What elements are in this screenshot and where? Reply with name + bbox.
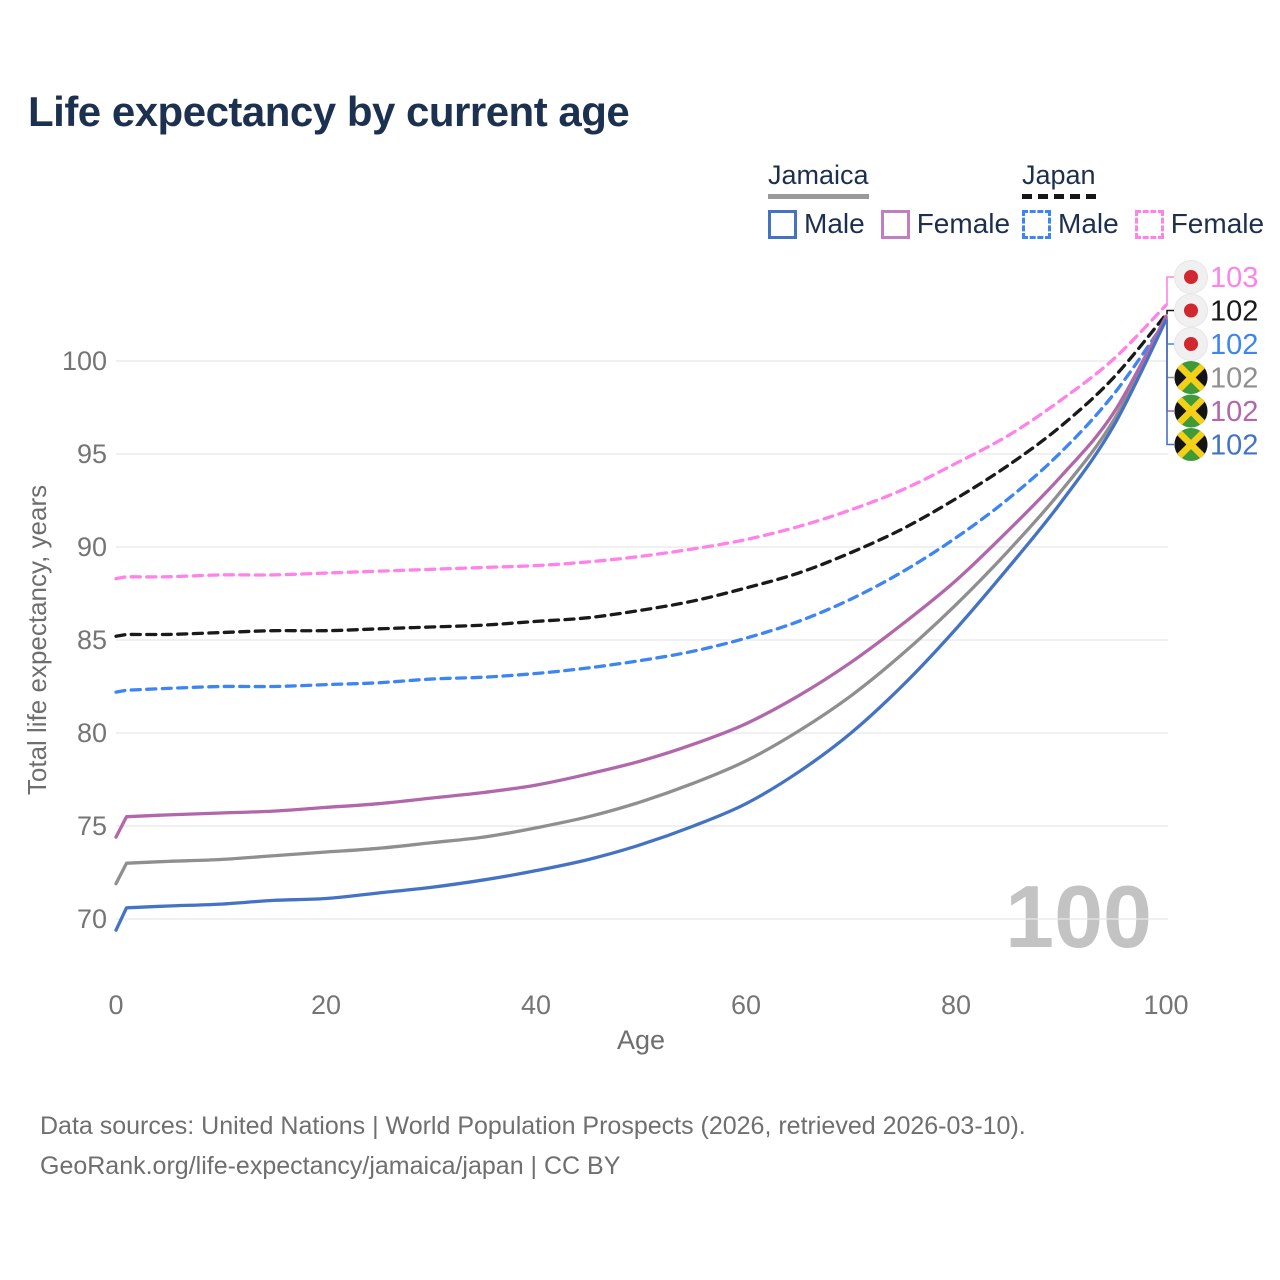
line-chart: 100 70 75 80 85 90 95 100 0 20 40 60 80 100 Age Total l…: [22, 260, 1258, 1055]
legend: Jamaica Male Female Japan Male Female: [0, 160, 1280, 250]
end-label-jamaica_male: 102: [1210, 430, 1258, 462]
series-line-japan_female: [114, 303, 1168, 581]
legend-item-label: Male: [804, 208, 865, 239]
series-line-japan_male: [114, 318, 1168, 694]
x-tick-label-100: 100: [1143, 990, 1188, 1020]
legend-country-jamaica: Jamaica: [768, 160, 869, 199]
legend-item-label: Male: [1058, 208, 1119, 239]
legend-item-label: Female: [916, 208, 1011, 239]
end-label-leader-japan_total: [1166, 309, 1174, 315]
jamaica-male-swatch-icon: [768, 209, 797, 239]
series-line-jamaica_total: [114, 316, 1168, 886]
legend-group-japan: Japan Male Female: [1022, 160, 1264, 240]
caption-line-2: GeoRank.org/life-expectancy/jamaica/japa…: [40, 1152, 621, 1180]
jamaica-flag-icon: [1174, 394, 1208, 428]
y-tick-label-95: 95: [77, 439, 107, 469]
legend-group-jamaica: Jamaica Male Female: [768, 160, 1010, 240]
x-tick-label-80: 80: [941, 990, 971, 1020]
y-axis-title: Total life expectancy, years: [22, 485, 52, 795]
x-tick-label-60: 60: [731, 990, 761, 1020]
jamaica-flag-icon: [1174, 361, 1208, 394]
end-label-leader-japan_male: [1166, 320, 1174, 345]
japan-flag-icon: [1174, 260, 1208, 294]
legend-item-jamaica-male[interactable]: Male: [768, 208, 865, 240]
jamaica-female-swatch-icon: [880, 209, 910, 239]
y-tick-label-75: 75: [77, 811, 107, 841]
series-line-jamaica_male: [114, 318, 1168, 932]
caption-line-1: Data sources: United Nations | World Pop…: [40, 1112, 1026, 1140]
y-tick-label-85: 85: [77, 625, 107, 655]
end-label-japan_total: 102: [1210, 296, 1258, 328]
end-label-leader-jamaica_female: [1166, 316, 1174, 412]
x-axis-title: Age: [617, 1025, 665, 1055]
age-watermark: 100: [1005, 867, 1152, 966]
japan-female-swatch-icon: [1134, 209, 1164, 239]
x-tick-label-0: 0: [108, 990, 123, 1020]
data-source-caption: Data sources: United Nations | World Pop…: [40, 1106, 1026, 1186]
x-tick-label-40: 40: [521, 990, 551, 1020]
japan-flag-icon: [1174, 293, 1208, 328]
end-label-japan_female: 103: [1210, 262, 1258, 294]
end-label-japan_male: 102: [1210, 329, 1258, 361]
x-tick-label-20: 20: [311, 990, 341, 1020]
end-label-leader-jamaica_male: [1166, 320, 1174, 446]
jamaica-flag-icon: [1174, 428, 1208, 461]
page-title: Life expectancy by current age: [28, 88, 630, 135]
series-line-japan_total: [114, 312, 1168, 638]
legend-item-label: Female: [1170, 208, 1265, 239]
y-tick-label-90: 90: [77, 532, 107, 562]
legend-item-jamaica-female[interactable]: Female: [880, 208, 1011, 240]
y-tick-label-100: 100: [62, 346, 107, 376]
end-label-jamaica_female: 102: [1210, 396, 1258, 428]
legend-country-japan: Japan: [1022, 160, 1096, 199]
end-label-leader-jamaica_total: [1166, 318, 1174, 379]
end-label-jamaica_total: 102: [1210, 363, 1258, 395]
series-line-jamaica_female: [114, 314, 1168, 839]
japan-flag-icon: [1174, 327, 1208, 361]
legend-item-japan-female[interactable]: Female: [1134, 208, 1265, 240]
legend-item-japan-male[interactable]: Male: [1022, 208, 1119, 240]
y-tick-label-70: 70: [77, 904, 107, 934]
end-label-leader-japan_female: [1166, 276, 1174, 306]
y-tick-label-80: 80: [77, 718, 107, 748]
japan-male-swatch-icon: [1022, 209, 1051, 239]
